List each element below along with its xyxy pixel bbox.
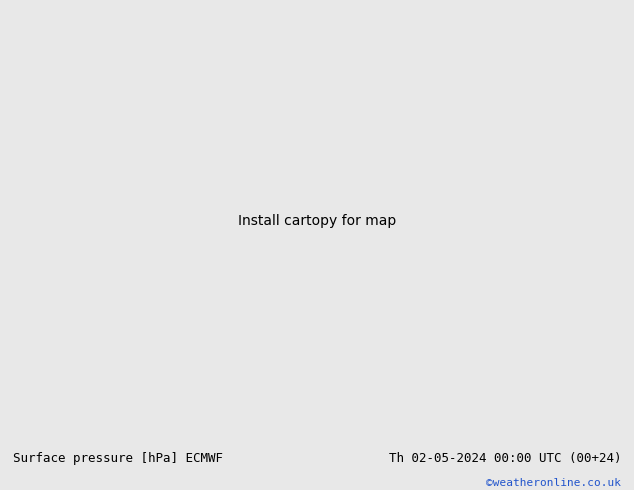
Text: Install cartopy for map: Install cartopy for map	[238, 214, 396, 227]
Text: ©weatheronline.co.uk: ©weatheronline.co.uk	[486, 478, 621, 488]
Text: Surface pressure [hPa] ECMWF: Surface pressure [hPa] ECMWF	[13, 452, 223, 465]
Text: Th 02-05-2024 00:00 UTC (00+24): Th 02-05-2024 00:00 UTC (00+24)	[389, 452, 621, 465]
